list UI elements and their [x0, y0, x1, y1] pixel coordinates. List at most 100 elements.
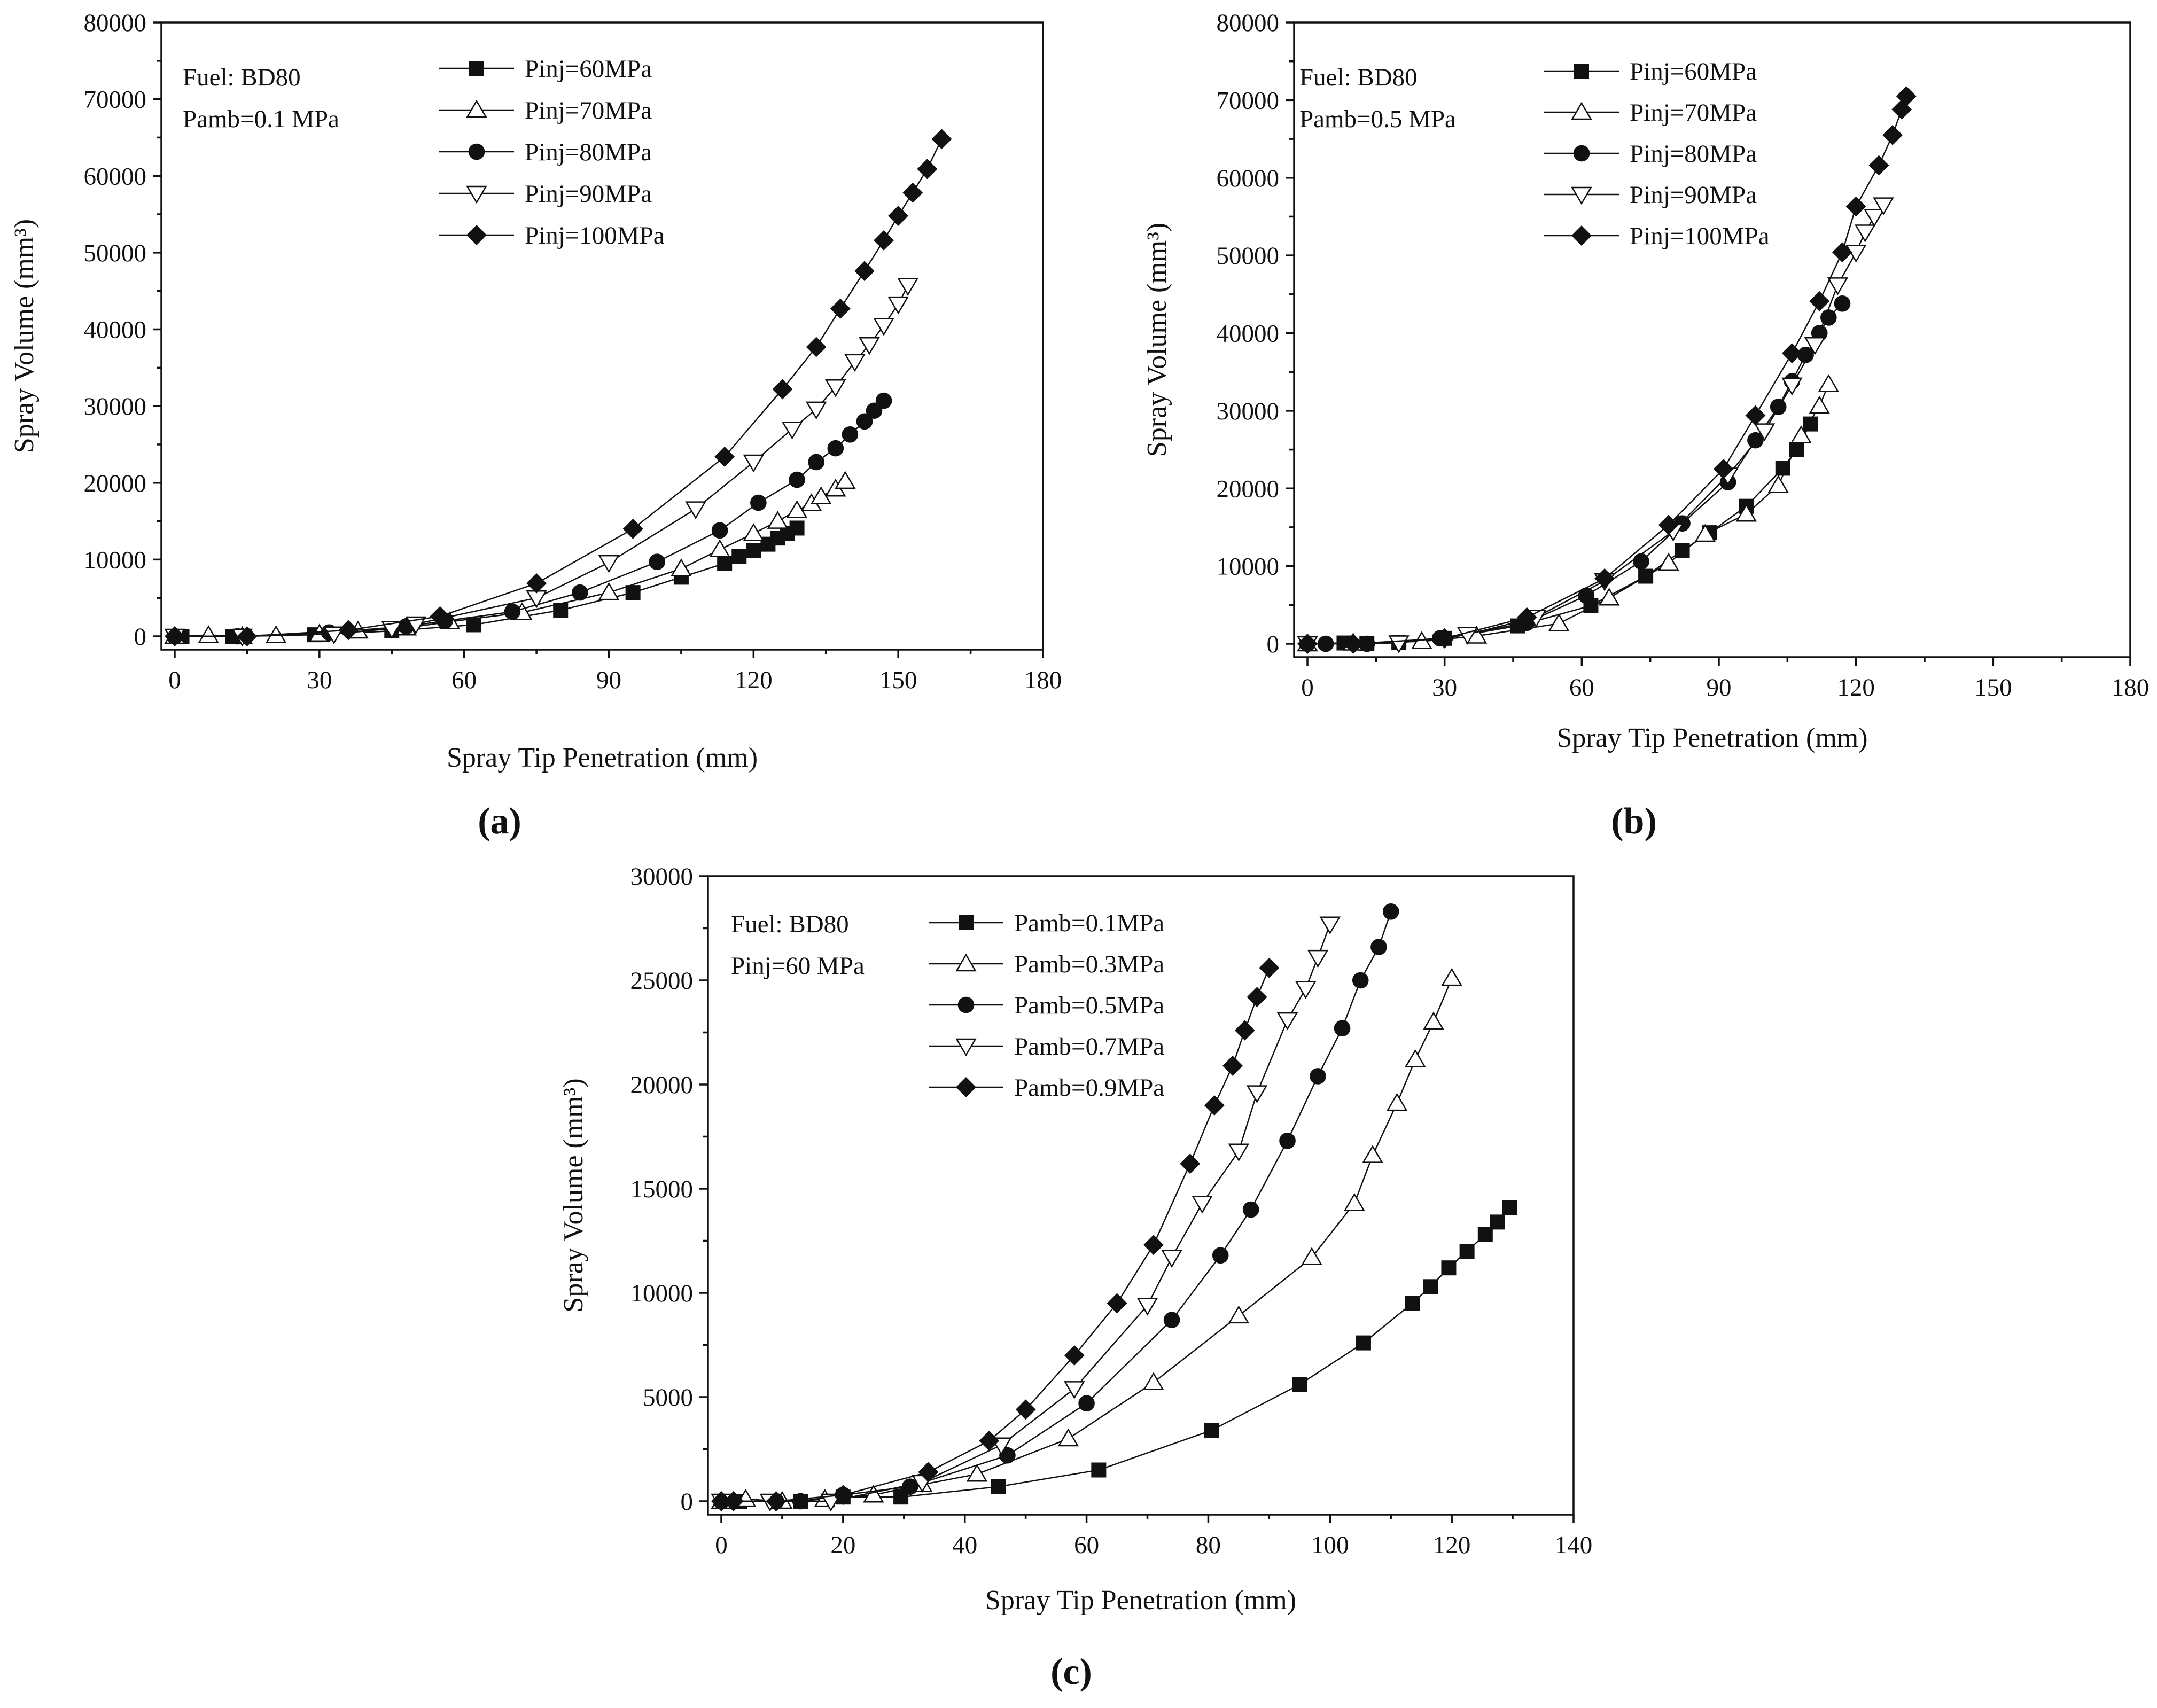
- data-point: [1136, 1298, 1158, 1316]
- y-tick-label: 70000: [84, 86, 147, 114]
- data-point: [917, 159, 938, 180]
- series-pinj-80mpa: [1299, 295, 1851, 652]
- legend-marker: [959, 915, 974, 930]
- legend-marker: [466, 185, 487, 204]
- data-point: [1818, 374, 1840, 392]
- data-point: [1832, 242, 1852, 263]
- data-point: [1057, 1428, 1079, 1447]
- data-point: [832, 1485, 853, 1506]
- data-point: [781, 421, 803, 440]
- legend-marker: [1571, 102, 1592, 120]
- legend-marker: [955, 1038, 977, 1057]
- y-axis-label: Spray Volume (mm³): [9, 219, 40, 453]
- x-tick-label: 140: [1555, 1531, 1593, 1559]
- legend-label: Pinj=70MPa: [525, 97, 652, 124]
- data-point: [979, 1430, 1000, 1451]
- x-axis-label: Spray Tip Penetration (mm): [447, 743, 758, 773]
- data-point: [165, 626, 185, 646]
- data-point: [711, 522, 728, 539]
- data-point: [750, 494, 767, 511]
- y-tick-label: 80000: [84, 9, 147, 37]
- legend-label: Pamb=0.5MPa: [1014, 992, 1164, 1019]
- data-point: [786, 500, 808, 518]
- data-point: [1598, 587, 1620, 606]
- data-point: [789, 520, 805, 536]
- data-point: [820, 1493, 842, 1512]
- data-point: [1790, 425, 1812, 443]
- data-point: [1477, 1227, 1493, 1242]
- legend-marker: [466, 225, 487, 245]
- series-line: [175, 527, 798, 637]
- data-point: [1276, 1012, 1298, 1031]
- data-point: [854, 261, 875, 282]
- y-tick-label: 10000: [630, 1280, 694, 1307]
- data-point: [1292, 1377, 1307, 1392]
- data-point: [1295, 981, 1317, 999]
- data-point: [1192, 1196, 1213, 1214]
- legend-entry: Pinj=60MPa: [1544, 58, 1757, 85]
- data-point: [1754, 423, 1776, 442]
- legend-marker: [957, 996, 975, 1013]
- legend-label: Pinj=60MPa: [1630, 58, 1757, 85]
- data-point: [1490, 1214, 1505, 1230]
- y-tick-label: 0: [681, 1488, 694, 1516]
- y-tick-label: 50000: [1217, 242, 1280, 270]
- data-point: [572, 584, 588, 601]
- data-point: [649, 553, 666, 570]
- data-point: [1382, 903, 1399, 920]
- legend-label: Pinj=90MPa: [1630, 181, 1757, 209]
- data-point: [1868, 155, 1889, 176]
- data-point: [999, 1447, 1016, 1464]
- series-line: [175, 138, 943, 637]
- data-point: [897, 278, 918, 297]
- x-tick-label: 120: [735, 666, 773, 694]
- y-tick-label: 0: [134, 623, 147, 651]
- data-point: [1405, 1296, 1420, 1311]
- y-tick-label: 50000: [84, 239, 147, 267]
- panel-label: (c): [1050, 1651, 1092, 1693]
- series-pamb-0-5mpa: [713, 903, 1399, 1510]
- annotation-text: Pamb=0.5 MPa: [1299, 105, 1456, 133]
- series-line: [721, 911, 1392, 1502]
- data-point: [237, 626, 258, 646]
- legend-label: Pinj=80MPa: [525, 138, 652, 166]
- data-point: [835, 471, 856, 489]
- data-point: [381, 621, 402, 639]
- x-tick-label: 120: [1433, 1531, 1471, 1559]
- x-axis-label: Spray Tip Penetration (mm): [985, 1585, 1296, 1616]
- data-point: [1161, 1250, 1182, 1268]
- data-point: [746, 543, 761, 558]
- legend-entry: Pinj=70MPa: [439, 97, 652, 124]
- data-point: [902, 182, 923, 203]
- data-point: [1834, 295, 1851, 312]
- data-point: [1405, 1049, 1426, 1067]
- data-point: [526, 573, 547, 594]
- data-point: [731, 549, 747, 564]
- data-point: [1658, 514, 1679, 535]
- chart-panel-c: 0 20 40 60 80 100 120 140 0 5000 10000 15000 20000 25…: [558, 863, 1592, 1693]
- series-pinj-100mpa: [165, 129, 952, 646]
- data-point: [1459, 1244, 1475, 1259]
- x-tick-label: 100: [1311, 1531, 1349, 1559]
- x-tick-label: 0: [1301, 674, 1314, 701]
- x-tick-label: 150: [879, 666, 917, 694]
- legend-marker: [1573, 145, 1590, 162]
- data-point: [789, 471, 805, 488]
- legend-marker: [466, 99, 487, 118]
- x-tick-label: 90: [1707, 674, 1732, 701]
- y-tick-label: 20000: [630, 1071, 694, 1099]
- x-tick-label: 150: [1974, 674, 2012, 701]
- y-tick-label: 20000: [1217, 475, 1280, 503]
- series-pinj-90mpa: [164, 278, 918, 647]
- data-point: [1658, 552, 1679, 571]
- legend-label: Pinj=90MPa: [525, 180, 652, 208]
- series-line: [1307, 96, 1907, 645]
- data-point: [685, 501, 706, 519]
- data-point: [1352, 972, 1369, 989]
- data-point: [1713, 458, 1734, 479]
- y-tick-label: 10000: [84, 546, 147, 574]
- data-point: [743, 523, 765, 541]
- data-point: [1745, 405, 1766, 426]
- x-tick-label: 30: [1432, 674, 1457, 701]
- data-point: [1234, 1020, 1255, 1041]
